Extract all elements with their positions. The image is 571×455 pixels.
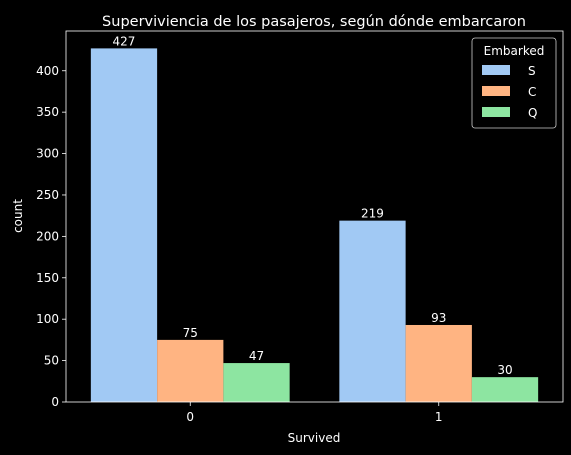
bar-Q-0 xyxy=(223,363,290,402)
legend-label-C: C xyxy=(528,85,536,99)
legend: Embarked SCQ xyxy=(471,37,557,129)
bar-C-1 xyxy=(405,324,472,402)
y-tick-label: 400 xyxy=(36,64,59,78)
y-tick-label: 50 xyxy=(44,354,59,368)
plot-frame xyxy=(65,30,564,403)
legend-label-Q: Q xyxy=(528,106,537,120)
y-tick-label: 150 xyxy=(36,271,59,285)
y-tick-label: 0 xyxy=(51,395,59,409)
data-label-C-1: 93 xyxy=(431,311,446,325)
legend-swatch-Q xyxy=(482,107,510,117)
x-tick-label: 1 xyxy=(435,410,443,424)
legend-title: Embarked xyxy=(484,44,545,58)
y-tick-label: 200 xyxy=(36,229,59,243)
bar-S-1 xyxy=(339,220,406,402)
data-label-C-0: 75 xyxy=(183,326,198,340)
bar-Q-1 xyxy=(471,377,539,402)
data-label-S-1: 219 xyxy=(361,207,384,221)
bar-C-0 xyxy=(157,339,224,402)
y-tick-label: 250 xyxy=(36,188,59,202)
legend-box xyxy=(471,37,557,129)
legend-label-S: S xyxy=(528,64,536,78)
y-axis: 0 50 100 150 200 250 300 350 400 xyxy=(36,64,66,409)
legend-swatch-C xyxy=(482,86,510,96)
x-axis-label: Survived xyxy=(288,431,341,445)
bar-S-0 xyxy=(90,48,158,402)
x-tick-label: 0 xyxy=(186,410,194,424)
y-tick-label: 100 xyxy=(36,312,59,326)
chart-title: Superviviencia de los pasajeros, según d… xyxy=(102,14,526,30)
data-label-S-0: 427 xyxy=(113,34,136,48)
y-tick-label: 350 xyxy=(36,105,59,119)
legend-swatch-S xyxy=(482,65,510,75)
y-axis-label: count xyxy=(11,199,25,233)
legend-items: SCQ xyxy=(482,64,537,120)
bars-group xyxy=(90,48,539,402)
data-label-Q-1: 30 xyxy=(497,363,512,377)
data-labels-group: 427 219 75 93 47 30 xyxy=(113,34,513,377)
y-tick-label: 300 xyxy=(36,147,59,161)
data-label-Q-0: 47 xyxy=(249,349,264,363)
